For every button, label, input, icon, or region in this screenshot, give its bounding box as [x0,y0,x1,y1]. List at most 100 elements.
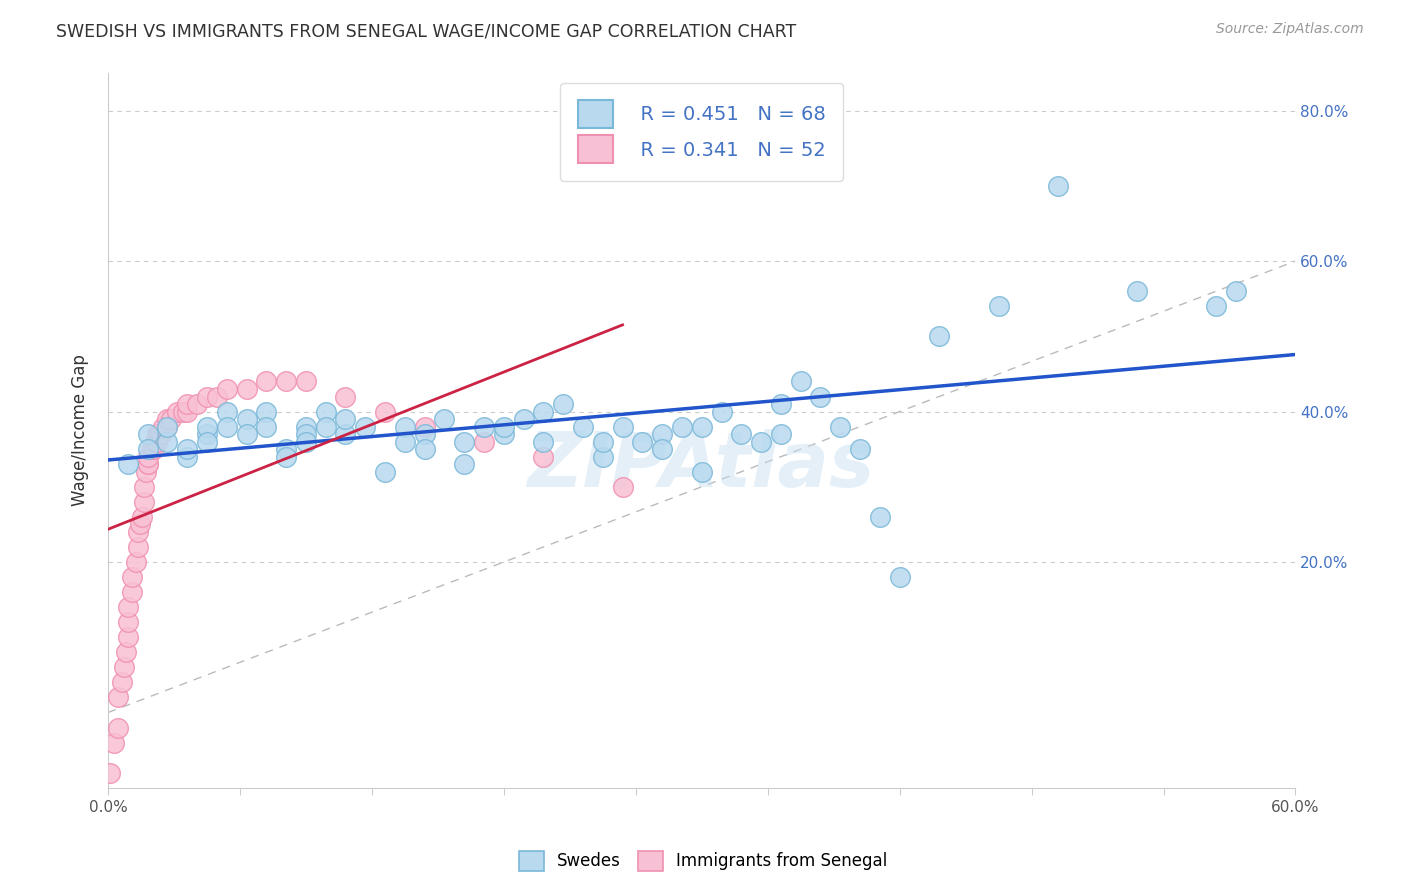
Point [354,419,377,434]
Point [176,404,198,418]
Point [235,412,257,426]
Point [195,434,218,449]
Point [295,419,318,434]
Point [254,375,277,389]
Point [730,427,752,442]
Point [215,404,238,418]
Point [121,570,143,584]
Point [117,600,139,615]
Point [769,427,792,442]
Point [1046,178,1069,193]
Point [651,442,673,457]
Point [394,419,416,434]
Point [195,390,218,404]
Point [195,419,218,434]
Point [492,427,515,442]
Point [810,390,832,404]
Point [413,442,436,457]
Text: ZIPAtlas: ZIPAtlas [529,429,876,503]
Point [710,404,733,418]
Point [136,457,159,471]
Point [132,495,155,509]
Point [612,419,634,434]
Point [531,450,554,464]
Point [433,412,456,426]
Point [128,517,150,532]
Point [176,450,198,464]
Point [592,434,614,449]
Point [215,382,238,396]
Point [117,457,139,471]
Point [136,442,159,457]
Point [215,419,238,434]
Point [176,442,198,457]
Point [121,585,143,599]
Point [146,434,169,449]
Legend:   R = 0.451   N = 68,   R = 0.341   N = 52: R = 0.451 N = 68, R = 0.341 N = 52 [560,83,844,180]
Point [631,434,654,449]
Point [125,555,148,569]
Y-axis label: Wage/Income Gap: Wage/Income Gap [72,354,89,507]
Point [274,442,297,457]
Point [107,690,129,705]
Point [152,419,174,434]
Point [413,427,436,442]
Point [156,419,179,434]
Point [150,427,173,442]
Point [651,427,673,442]
Point [145,434,167,449]
Point [156,412,179,426]
Point [453,457,475,471]
Point [235,382,257,396]
Point [453,434,475,449]
Point [295,427,318,442]
Point [690,465,713,479]
Point [769,397,792,411]
Point [553,397,575,411]
Point [141,442,163,457]
Point [849,442,872,457]
Point [335,390,357,404]
Point [1205,299,1227,313]
Point [111,675,134,690]
Point [254,419,277,434]
Point [146,427,169,442]
Point [107,721,129,735]
Point [135,465,157,479]
Point [671,419,693,434]
Point [1225,284,1247,298]
Point [531,404,554,418]
Point [254,404,277,418]
Point [789,375,811,389]
Point [1126,284,1149,298]
Point [512,412,534,426]
Point [195,427,218,442]
Point [592,450,614,464]
Point [156,419,179,434]
Point [103,736,125,750]
Point [315,419,337,434]
Point [274,450,297,464]
Point [987,299,1010,313]
Point [114,645,136,659]
Point [132,480,155,494]
Point [156,434,179,449]
Point [117,630,139,644]
Point [413,419,436,434]
Text: SWEDISH VS IMMIGRANTS FROM SENEGAL WAGE/INCOME GAP CORRELATION CHART: SWEDISH VS IMMIGRANTS FROM SENEGAL WAGE/… [56,22,796,40]
Point [142,442,165,457]
Point [394,434,416,449]
Point [295,375,318,389]
Point [166,404,188,418]
Point [889,570,911,584]
Point [690,419,713,434]
Point [172,404,194,418]
Point [274,375,297,389]
Point [186,397,208,411]
Point [928,329,950,343]
Point [205,390,228,404]
Point [136,457,159,471]
Point [335,427,357,442]
Point [136,450,159,464]
Point [830,419,852,434]
